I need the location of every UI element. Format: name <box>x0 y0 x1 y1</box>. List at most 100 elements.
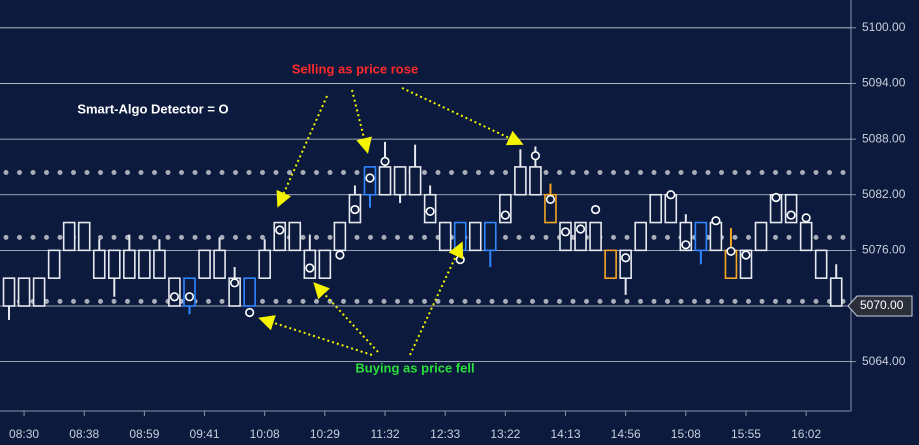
candle-body <box>138 249 151 279</box>
candle-body <box>318 249 332 279</box>
candle-body <box>258 249 272 279</box>
candle-body <box>784 193 798 224</box>
arrow <box>313 282 379 353</box>
candle-body <box>62 221 76 252</box>
arrows <box>258 87 524 356</box>
candle-body <box>544 193 557 224</box>
candle-body <box>153 249 166 279</box>
candle-body <box>694 221 708 252</box>
candle-body <box>453 221 467 252</box>
x-tick-label: 08:30 <box>9 427 39 441</box>
detector-marker <box>455 255 465 265</box>
candle-body <box>604 249 617 279</box>
candle-body <box>799 221 813 252</box>
candle-body <box>619 249 632 279</box>
detector-marker <box>771 192 781 203</box>
candle-body <box>408 166 422 196</box>
candle-body <box>77 221 91 252</box>
candle-body <box>17 277 31 307</box>
detector-marker <box>575 224 586 234</box>
detector-marker <box>230 278 240 288</box>
candle-body <box>829 277 843 307</box>
candle-body <box>213 249 226 279</box>
detector-marker <box>560 227 571 237</box>
arrow <box>258 315 373 356</box>
candle-body <box>47 249 61 279</box>
candle-body <box>709 221 723 252</box>
x-tick-label: 15:08 <box>671 427 701 441</box>
candle-body <box>123 249 136 279</box>
candle-body <box>814 249 828 279</box>
candle-body <box>378 166 392 196</box>
detector-marker <box>305 263 315 273</box>
candle-body <box>739 249 753 279</box>
x-tick-label: 14:13 <box>550 427 580 441</box>
candle-body <box>273 221 287 252</box>
candle-body <box>393 166 407 196</box>
x-tick-label: 08:59 <box>129 427 159 441</box>
annotation-selling: Selling as price rose <box>292 61 418 76</box>
detector-marker <box>380 156 390 166</box>
detector-marker <box>530 151 541 161</box>
candle-body <box>679 221 693 252</box>
detector-marker <box>184 292 195 302</box>
y-tick-label: 5094.00 <box>862 76 906 90</box>
detector-marker <box>365 173 375 183</box>
detector-marker <box>169 292 180 302</box>
candle-body <box>198 249 211 279</box>
detector-marker <box>666 190 676 200</box>
detector-marker <box>335 250 345 260</box>
arrow <box>401 87 524 146</box>
x-tick-label: 08:38 <box>69 427 99 441</box>
x-tick-label: 11:32 <box>370 427 399 441</box>
candle-body <box>243 277 256 307</box>
detector-marker <box>545 194 556 204</box>
detector-marker <box>350 204 360 215</box>
candle-body <box>108 249 121 279</box>
detector-marker <box>590 204 601 215</box>
annotation-legend: Smart-Algo Detector = O <box>77 101 228 116</box>
candle-body <box>333 221 347 252</box>
candle-body <box>529 166 542 196</box>
detector-marker <box>500 210 510 220</box>
x-tick-label: 14:56 <box>611 427 641 441</box>
candle-body <box>2 277 16 307</box>
detector-marker <box>425 206 435 217</box>
x-tick-label: 12:33 <box>430 427 460 441</box>
x-tick-label: 16:02 <box>791 427 821 441</box>
arrow <box>351 89 372 154</box>
detector-marker <box>711 216 721 226</box>
detector-marker <box>786 210 796 220</box>
detector-marker <box>621 253 631 263</box>
candle-body <box>514 166 527 196</box>
candle-body <box>559 221 572 252</box>
candle-body <box>574 221 587 252</box>
arrow <box>409 241 464 356</box>
annotation-buying: Buying as price fell <box>355 360 474 375</box>
detector-marker <box>275 225 285 235</box>
y-tick-label: 5088.00 <box>862 131 906 145</box>
candle-body <box>183 277 196 307</box>
y-tick-label: 5076.00 <box>862 243 906 257</box>
detector-marker <box>741 250 751 260</box>
x-tick-label: 10:29 <box>310 427 340 441</box>
detector-marker <box>681 240 691 250</box>
candle-body <box>468 221 482 252</box>
candle-body <box>168 277 181 307</box>
y-tick-label: 5100.00 <box>862 20 906 34</box>
candle-body <box>92 249 106 279</box>
candle-body <box>32 277 46 307</box>
arrow <box>276 95 328 208</box>
price-tag <box>847 295 913 317</box>
candle-body <box>228 277 241 307</box>
price-tag-label: 5070.00 <box>860 298 904 312</box>
candle-body <box>589 221 602 252</box>
candle-body <box>649 193 663 224</box>
x-tick-label: 13:22 <box>490 427 520 441</box>
candle-body <box>483 221 497 252</box>
candle-body <box>754 221 768 252</box>
candle-body <box>438 221 452 252</box>
candle-body <box>499 193 512 224</box>
x-tick-label: 10:08 <box>250 427 280 441</box>
